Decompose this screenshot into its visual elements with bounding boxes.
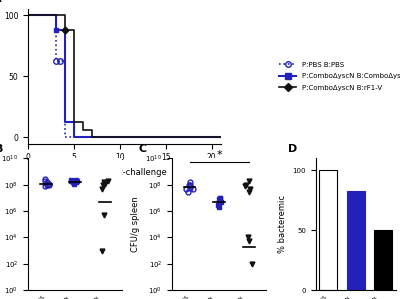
Bar (374, 230, 392, 290)
Bar (347, 191, 365, 290)
Text: A: A (0, 0, 2, 4)
Text: C: C (139, 144, 147, 154)
Bar (319, 170, 337, 290)
Legend: P:PBS B:PBS, P:ComboΔyscN B:ComboΔyscN, P:ComboΔyscN B:rF1-V: P:PBS B:PBS, P:ComboΔyscN B:ComboΔyscN, … (279, 62, 400, 91)
Text: *: * (216, 150, 222, 160)
Y-axis label: CFU/g spleen: CFU/g spleen (131, 196, 140, 252)
X-axis label: days post-challenge: days post-challenge (82, 168, 167, 177)
Y-axis label: % bacteremic: % bacteremic (278, 195, 287, 253)
Text: B: B (0, 144, 3, 154)
Text: D: D (288, 144, 297, 154)
